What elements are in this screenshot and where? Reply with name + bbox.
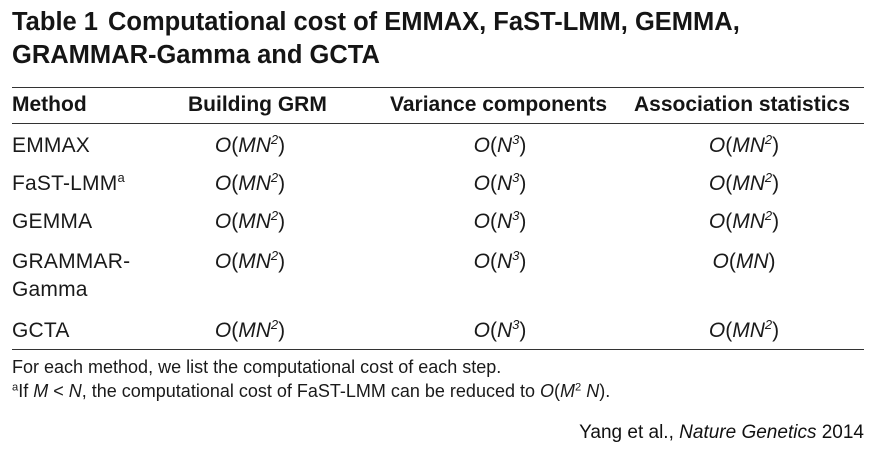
complexity-expression: O(MN2) [708, 317, 780, 342]
header-method: Method [12, 93, 87, 116]
complexity-expression: O(MN2) [708, 208, 780, 233]
complexity-expression: O(MN2) [214, 208, 286, 233]
header-variance-components: Variance components [390, 93, 608, 116]
cell-building-grm: O(MN2) [170, 132, 330, 160]
cell-association-statistics: O(MN) [634, 248, 854, 276]
footnote-general: For each method, we list the computation… [12, 357, 502, 377]
complexity-expression: O(N3) [473, 170, 527, 195]
header-building-grm: Building GRM [188, 93, 327, 116]
bottom-rule [12, 349, 864, 350]
complexity-expression: O(MN) [712, 250, 776, 273]
complexity-expression: O(MN2) [214, 248, 286, 273]
cell-building-grm: O(MN2) [170, 317, 330, 345]
header-association-statistics: Association statistics [634, 93, 850, 116]
footnote-a: aIf M < N, the computational cost of FaS… [12, 381, 611, 401]
top-rule [12, 87, 864, 88]
citation-journal: Nature Genetics [679, 422, 817, 443]
citation-authors: Yang et al., [579, 422, 680, 443]
header-rule [12, 123, 864, 124]
complexity-expression: O(N3) [473, 248, 527, 273]
complexity-expression: O(MN2) [214, 170, 286, 195]
cell-association-statistics: O(MN2) [634, 170, 854, 198]
complexity-expression: O(N3) [473, 132, 527, 157]
complexity-expression: O(MN2) [708, 170, 780, 195]
complexity-expression: O(N3) [473, 208, 527, 233]
cell-association-statistics: O(MN2) [634, 317, 854, 345]
method-cell: GCTA [12, 319, 70, 342]
footnote-a-marker: a [12, 381, 19, 394]
citation-year: 2014 [816, 422, 864, 443]
cell-building-grm: O(MN2) [170, 170, 330, 198]
complexity-expression: O(MN2) [214, 317, 286, 342]
cell-association-statistics: O(MN2) [634, 132, 854, 160]
complexity-expression: O(MN2) [214, 132, 286, 157]
cell-building-grm: O(MN2) [170, 248, 330, 276]
table-number: Table 1 [12, 8, 98, 36]
cell-variance-components: O(N3) [390, 317, 610, 345]
method-cell: EMMAX [12, 134, 91, 157]
method-cell: GRAMMAR-Gamma [12, 250, 131, 301]
cell-building-grm: O(MN2) [170, 208, 330, 236]
cell-variance-components: O(N3) [390, 208, 610, 236]
method-cell: FaST-LMMa [12, 170, 125, 195]
cell-association-statistics: O(MN2) [634, 208, 854, 236]
cell-variance-components: O(N3) [390, 170, 610, 198]
complexity-expression: O(N3) [473, 317, 527, 342]
table-title: Table 1 Computational cost of EMMAX, FaST… [12, 6, 862, 72]
table-caption: Computational cost of EMMAX, FaST-LMM, G… [12, 8, 740, 69]
complexity-expression: O(MN2) [708, 132, 780, 157]
citation: Yang et al., Nature Genetics 2014 [579, 421, 864, 445]
method-cell: GEMMA [12, 210, 93, 233]
cell-variance-components: O(N3) [390, 132, 610, 160]
cell-variance-components: O(N3) [390, 248, 610, 276]
